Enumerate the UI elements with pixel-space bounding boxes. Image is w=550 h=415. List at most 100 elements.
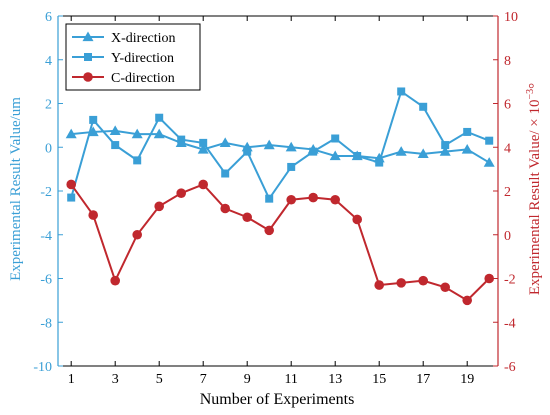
legend-label-x-direction: X-direction [111, 31, 176, 46]
data-point-y-direction [111, 141, 120, 150]
data-point-c-direction [418, 275, 429, 286]
data-point-y-direction [89, 115, 98, 124]
y-left-tick-label: -6 [40, 273, 52, 288]
y-left-tick-label: -4 [40, 229, 52, 244]
x-axis-label: Number of Experiments [200, 391, 355, 408]
x-tick-label: 7 [200, 372, 207, 387]
data-point-y-direction [67, 193, 76, 202]
data-point-c-direction [484, 273, 495, 284]
data-point-y-direction [441, 141, 450, 150]
data-point-c-direction [308, 192, 319, 203]
data-point-c-direction [264, 225, 275, 236]
y-left-tick-label: 0 [45, 141, 52, 156]
data-point-y-direction [463, 127, 472, 136]
data-point-x-direction [153, 128, 165, 139]
legend-marker-y-direction [84, 53, 92, 61]
data-point-x-direction [417, 148, 429, 158]
y-right-tick-label: -4 [504, 316, 516, 331]
y-left-tick-label: -10 [33, 360, 52, 375]
data-point-x-direction [395, 146, 407, 156]
data-point-y-direction [287, 162, 296, 171]
y-axis-right-label-exponent: −3 [525, 89, 536, 100]
data-point-y-direction [331, 134, 340, 143]
data-point-y-direction [265, 194, 274, 203]
y-right-tick-label: 10 [504, 10, 518, 25]
y-right-tick-label: 6 [504, 98, 511, 113]
y-axis-right-label: Experimental Result Value/ × 10−3° [525, 83, 543, 295]
data-point-x-direction [131, 128, 143, 139]
data-point-y-direction [133, 156, 142, 165]
data-point-y-direction [309, 147, 318, 156]
series-line-x-direction [71, 129, 490, 164]
data-point-c-direction [242, 212, 252, 223]
data-point-c-direction [110, 275, 120, 286]
data-point-c-direction [374, 280, 385, 290]
y-axis-right-label-unit: ° [527, 83, 543, 89]
legend-label-c-direction: C-direction [111, 71, 175, 86]
data-point-c-direction [220, 203, 230, 214]
y-right-tick-label: 0 [504, 229, 511, 244]
x-tick-label: 11 [284, 372, 297, 387]
data-point-y-direction [419, 102, 428, 111]
data-point-c-direction [352, 214, 363, 225]
data-point-y-direction [221, 169, 230, 178]
series-c-direction [66, 179, 495, 306]
data-point-y-direction [243, 147, 252, 156]
data-point-c-direction [462, 295, 473, 306]
y-axis-right-label-main: Experimental Result Value/ × 10 [527, 99, 543, 295]
legend-marker-x-direction [82, 31, 94, 42]
y-axis-left-label: Experimental Result Value/um [8, 97, 24, 281]
data-point-y-direction [353, 152, 362, 160]
data-point-y-direction [485, 136, 494, 145]
data-point-x-direction [219, 137, 231, 147]
y-right-tick-label: 4 [504, 141, 511, 156]
data-point-x-direction [329, 150, 341, 161]
data-point-c-direction [286, 194, 297, 205]
y-right-tick-label: -2 [504, 273, 516, 288]
data-point-x-direction [197, 143, 209, 154]
legend: X-direction Y-direction C-direction [65, 23, 201, 91]
data-point-x-direction [263, 139, 275, 150]
y-left-tick-label: -2 [40, 185, 52, 200]
data-point-x-direction [65, 128, 77, 139]
y-left-tick-label: 4 [45, 54, 52, 69]
data-point-x-direction [87, 126, 99, 137]
data-point-c-direction [132, 229, 142, 240]
data-point-x-direction [285, 141, 297, 152]
data-point-y-direction [375, 158, 384, 167]
data-point-y-direction [397, 87, 406, 96]
data-point-c-direction [440, 282, 451, 293]
series-layer [65, 87, 495, 306]
legend-marker-c-direction [83, 72, 93, 82]
data-point-c-direction [176, 188, 186, 198]
x-tick-label: 1 [68, 372, 75, 387]
data-point-x-direction [483, 157, 495, 167]
series-y-direction [67, 87, 494, 203]
series-x-direction [65, 125, 495, 167]
x-tick-label: 5 [156, 372, 163, 387]
x-tick-label: 13 [328, 372, 342, 387]
y-left-tick-label: -8 [40, 316, 52, 331]
data-point-y-direction [177, 135, 186, 144]
data-point-c-direction [66, 179, 76, 190]
x-tick-label: 19 [460, 372, 474, 387]
data-point-c-direction [396, 278, 407, 288]
y-left-tick-label: 6 [45, 10, 52, 25]
y-right-tick-label: 8 [504, 54, 511, 69]
data-point-c-direction [330, 194, 341, 205]
data-point-y-direction [155, 113, 164, 122]
data-point-c-direction [154, 201, 164, 212]
x-tick-label: 15 [372, 372, 386, 387]
y-left-tick-label: 2 [45, 98, 52, 113]
legend-label-y-direction: Y-direction [111, 51, 174, 66]
x-tick-label: 3 [112, 372, 119, 387]
data-point-x-direction [439, 146, 451, 156]
y-right-tick-label: 2 [504, 185, 511, 200]
data-point-c-direction [198, 179, 208, 190]
data-point-y-direction [199, 138, 208, 147]
data-point-c-direction [88, 210, 98, 220]
x-tick-label: 9 [244, 372, 251, 387]
x-tick-label: 17 [416, 372, 430, 387]
data-point-x-direction [461, 143, 473, 154]
